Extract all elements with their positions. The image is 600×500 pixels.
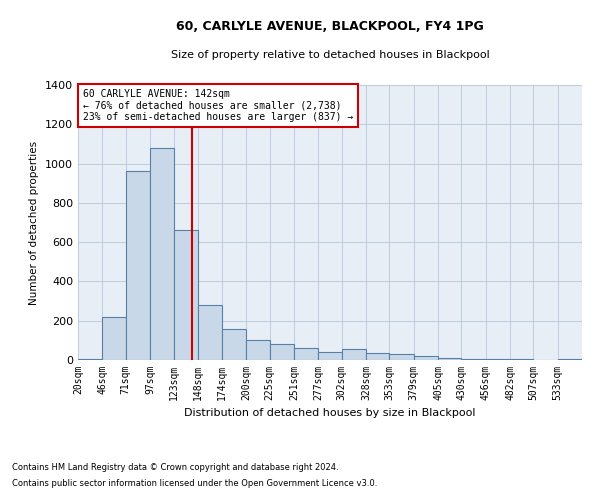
Bar xyxy=(366,352,389,360)
Bar xyxy=(269,344,294,360)
Bar xyxy=(294,348,319,360)
Bar xyxy=(389,354,413,360)
Bar xyxy=(461,359,485,360)
Text: Contains HM Land Registry data © Crown copyright and database right 2024.: Contains HM Land Registry data © Crown c… xyxy=(12,464,338,472)
X-axis label: Distribution of detached houses by size in Blackpool: Distribution of detached houses by size … xyxy=(184,408,476,418)
Bar xyxy=(125,172,150,360)
Bar xyxy=(247,340,269,360)
Text: Contains public sector information licensed under the Open Government Licence v3: Contains public sector information licen… xyxy=(12,478,377,488)
Bar xyxy=(485,359,510,360)
Bar xyxy=(319,352,341,360)
Bar xyxy=(78,359,103,360)
Bar xyxy=(413,356,438,360)
Bar xyxy=(222,328,247,360)
Text: 60, CARLYLE AVENUE, BLACKPOOL, FY4 1PG: 60, CARLYLE AVENUE, BLACKPOOL, FY4 1PG xyxy=(176,20,484,33)
Bar xyxy=(103,317,125,360)
Bar xyxy=(150,148,175,360)
Y-axis label: Number of detached properties: Number of detached properties xyxy=(29,140,40,304)
Text: Size of property relative to detached houses in Blackpool: Size of property relative to detached ho… xyxy=(170,50,490,60)
Bar xyxy=(510,359,533,360)
Bar xyxy=(175,230,197,360)
Bar xyxy=(197,305,222,360)
Bar xyxy=(557,359,582,360)
Bar xyxy=(438,358,461,360)
Bar xyxy=(341,349,366,360)
Text: 60 CARLYLE AVENUE: 142sqm
← 76% of detached houses are smaller (2,738)
23% of se: 60 CARLYLE AVENUE: 142sqm ← 76% of detac… xyxy=(83,89,353,122)
